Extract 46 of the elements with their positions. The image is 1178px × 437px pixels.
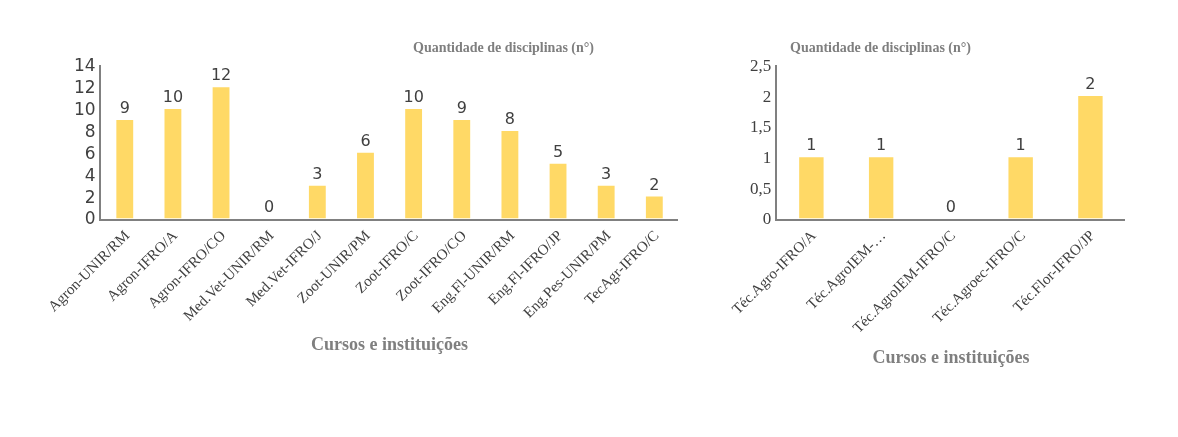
y-tick-label: 2 <box>84 186 96 207</box>
y-tick-label: 12 <box>73 77 96 98</box>
bar <box>453 119 471 219</box>
y-tick-label: 2 <box>762 86 772 106</box>
bar <box>645 196 663 219</box>
data-label: 0 <box>945 196 956 216</box>
y-tick-label: 6 <box>84 142 96 163</box>
y-tick-label: 0 <box>84 208 96 229</box>
bar <box>116 119 134 219</box>
y-tick-label: 10 <box>73 98 96 119</box>
data-label: 8 <box>504 108 515 128</box>
data-label: 2 <box>649 174 660 194</box>
data-label: 12 <box>210 65 232 85</box>
y-tick-label: 1 <box>762 148 772 168</box>
bar <box>501 130 519 219</box>
chart-title: Quantidade de disciplinas (n°) <box>790 40 972 56</box>
y-tick-label: 8 <box>84 120 96 141</box>
data-label: 0 <box>264 196 275 216</box>
y-tick-label: 14 <box>73 55 96 76</box>
data-label: 1 <box>806 135 817 155</box>
bar <box>164 109 182 219</box>
y-tick-label: 4 <box>84 164 96 185</box>
data-label: 6 <box>360 130 371 150</box>
data-label: 3 <box>312 163 323 183</box>
bar <box>357 152 374 219</box>
data-label: 1 <box>1015 135 1026 155</box>
y-tick-label: 0,5 <box>750 178 772 198</box>
y-tick-label: 0 <box>762 209 772 229</box>
data-label: 10 <box>403 87 424 107</box>
data-label: 9 <box>119 97 130 117</box>
data-label: 3 <box>601 163 612 183</box>
data-label: 5 <box>552 141 564 161</box>
x-axis-title: Cursos e instituições <box>311 334 469 355</box>
data-label: 9 <box>456 97 467 117</box>
data-label: 2 <box>1085 73 1096 93</box>
bar <box>212 87 230 219</box>
data-label: 1 <box>876 135 887 155</box>
bar <box>597 185 615 219</box>
y-tick-label: 2,5 <box>750 56 772 76</box>
chart-title: Quantidade de disciplinas (n°) <box>413 40 595 56</box>
data-label: 10 <box>162 87 184 107</box>
y-tick-label: 1,5 <box>750 117 772 137</box>
x-axis-title: Cursos e instituições <box>872 346 1030 367</box>
bar <box>308 185 326 219</box>
bar <box>405 109 423 219</box>
bar <box>549 163 567 219</box>
